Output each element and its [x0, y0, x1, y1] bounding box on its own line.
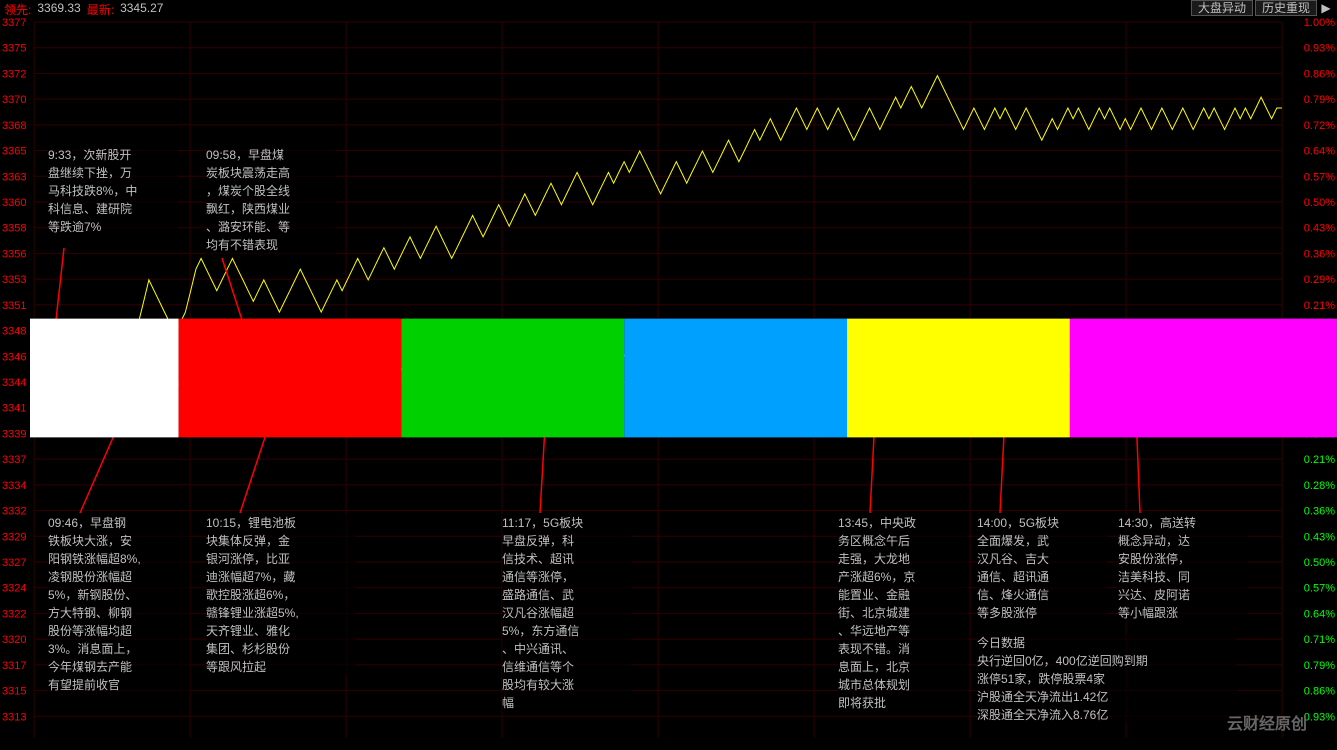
svg-text:3351: 3351 [2, 300, 26, 312]
svg-text:3332: 3332 [2, 506, 26, 518]
svg-text:3337: 3337 [2, 454, 26, 466]
svg-text:3329: 3329 [2, 531, 26, 543]
svg-text:3324: 3324 [2, 583, 26, 595]
svg-text:3339: 3339 [2, 428, 26, 440]
svg-text:3346: 3346 [2, 351, 26, 363]
svg-text:3348: 3348 [2, 326, 26, 338]
svg-text:3322: 3322 [2, 608, 26, 620]
dapan-button[interactable]: 大盘异动 [1191, 0, 1253, 16]
top-bar: 领先: 3369.33 最新: 3345.27 大盘异动 历史重现 ▶ [0, 0, 1337, 18]
lead-label: 领先: [4, 1, 31, 18]
top-right-buttons: 大盘异动 历史重现 ▶ [1191, 0, 1333, 16]
svg-text:3353: 3353 [2, 274, 26, 286]
svg-text:3310: 3310 [2, 737, 26, 738]
lead-value: 3369.33 [37, 1, 80, 18]
svg-text:3315: 3315 [2, 686, 26, 698]
svg-text:3356: 3356 [2, 248, 26, 260]
top-left-stats: 领先: 3369.33 最新: 3345.27 [4, 1, 163, 18]
bottom-color-bar [30, 18, 1337, 738]
svg-text:3368: 3368 [2, 120, 26, 132]
svg-text:3370: 3370 [2, 94, 26, 106]
y-axis-left: 3377 3375 3372 3370 3368 3365 3363 3360 3358 3356… [2, 18, 26, 738]
svg-text:3344: 3344 [2, 377, 26, 389]
svg-text:3341: 3341 [2, 403, 26, 415]
svg-text:3360: 3360 [2, 197, 26, 209]
chart-area: 3377 3375 3372 3370 3368 3365 3363 3360 3358 3356… [0, 18, 1337, 738]
svg-text:3358: 3358 [2, 223, 26, 235]
svg-text:3327: 3327 [2, 557, 26, 569]
svg-text:3317: 3317 [2, 660, 26, 672]
latest-value: 3345.27 [120, 1, 163, 18]
svg-text:3363: 3363 [2, 171, 26, 183]
svg-text:3313: 3313 [2, 711, 26, 723]
svg-text:3320: 3320 [2, 634, 26, 646]
svg-text:3365: 3365 [2, 146, 26, 158]
expand-icon[interactable]: ▶ [1319, 0, 1333, 16]
latest-label: 最新: [87, 1, 114, 18]
history-button[interactable]: 历史重现 [1255, 0, 1317, 16]
svg-text:3334: 3334 [2, 480, 26, 492]
svg-text:3372: 3372 [2, 68, 26, 80]
svg-text:3377: 3377 [2, 18, 26, 29]
svg-text:3375: 3375 [2, 43, 26, 55]
